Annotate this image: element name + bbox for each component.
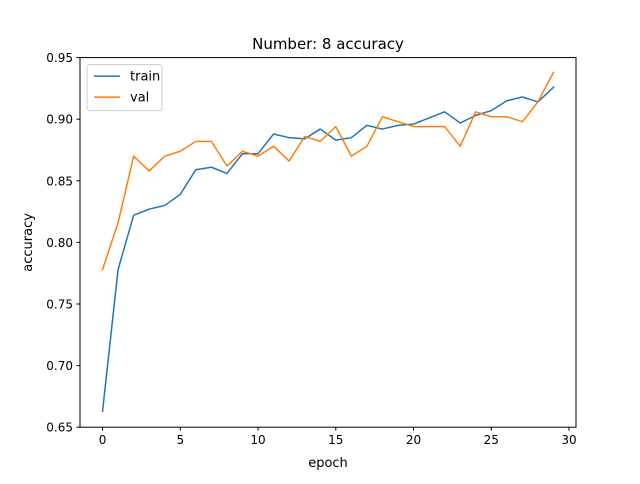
y-tick-label: 0.75 bbox=[46, 298, 73, 312]
chart-title: Number: 8 accuracy bbox=[252, 35, 404, 53]
x-tick-label: 25 bbox=[484, 433, 499, 447]
series-lines bbox=[101, 71, 555, 413]
y-tick-label: 0.95 bbox=[46, 51, 73, 65]
x-axis-label: epoch bbox=[308, 456, 348, 471]
y-axis: 0.65 0.70 0.75 0.80 0.85 0.90 0.95 bbox=[46, 51, 80, 435]
series-line-val bbox=[101, 71, 555, 271]
x-axis: 0 5 10 15 20 25 30 bbox=[99, 427, 577, 447]
y-tick-label: 0.85 bbox=[46, 174, 73, 188]
x-tick-label: 15 bbox=[328, 433, 343, 447]
y-tick-label: 0.65 bbox=[46, 421, 73, 435]
legend-label-train: train bbox=[130, 70, 160, 85]
x-tick-label: 10 bbox=[250, 433, 265, 447]
legend: train val bbox=[86, 64, 163, 112]
x-tick-label: 20 bbox=[406, 433, 421, 447]
y-tick-label: 0.70 bbox=[46, 359, 73, 373]
y-axis-label: accuracy bbox=[21, 213, 36, 272]
y-tick-label: 0.90 bbox=[46, 113, 73, 127]
y-tick-label: 0.80 bbox=[46, 236, 73, 250]
x-tick-label: 5 bbox=[176, 433, 184, 447]
x-tick-label: 0 bbox=[99, 433, 107, 447]
series-line-train bbox=[101, 86, 555, 413]
plot-frame bbox=[79, 57, 577, 428]
legend-label-val: val bbox=[130, 91, 149, 106]
x-tick-label: 30 bbox=[561, 433, 576, 447]
